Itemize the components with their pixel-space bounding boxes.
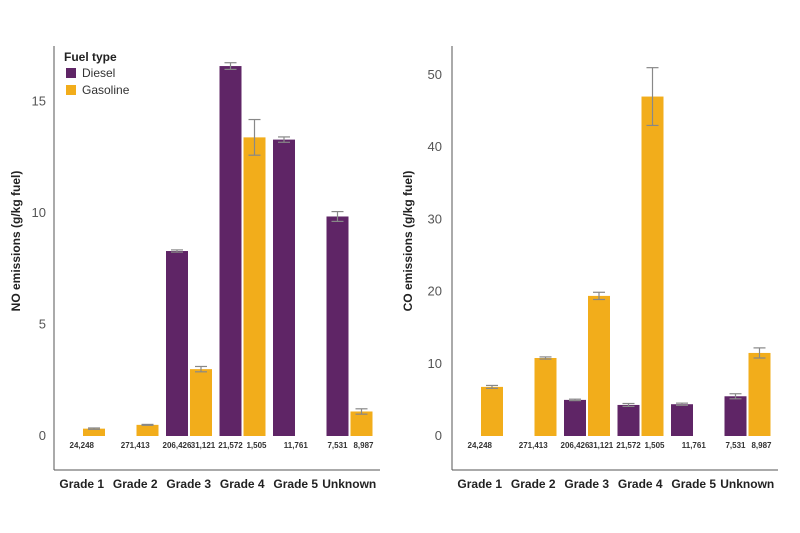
legend-diesel-swatch	[66, 68, 76, 78]
bar-gasoline	[350, 411, 373, 436]
sample-count-label: 206,426	[163, 441, 192, 450]
y-axis-title: NO emissions (g/kg fuel)	[9, 171, 23, 312]
legend: Fuel type Diesel Gasoline	[64, 50, 130, 97]
bar-gasoline	[83, 428, 105, 436]
bar-diesel	[724, 396, 747, 436]
legend-gasoline-label: Gasoline	[82, 83, 130, 97]
no-emissions-panel: 0 5 10 15 NO emissions (g/kg fuel) Grade 1 24,…	[9, 46, 380, 491]
category-label: Unknown	[322, 477, 376, 491]
sample-count-label: 271,413	[519, 441, 548, 450]
category-label: Grade 3	[564, 477, 609, 491]
legend-gasoline-swatch	[66, 85, 76, 95]
bar-gasoline	[534, 358, 557, 436]
sample-count-label: 7,531	[725, 441, 746, 450]
y-tick-label: 20	[428, 284, 442, 299]
bar-gasoline	[748, 352, 771, 436]
sample-count-label: 21,572	[616, 441, 641, 450]
category-label: Grade 3	[166, 477, 211, 491]
sample-count-label: 24,248	[468, 441, 493, 450]
sample-count-label: 11,761	[284, 441, 309, 450]
y-tick-label: 0	[39, 428, 46, 443]
category-label: Grade 2	[511, 477, 556, 491]
sample-count-label: 11,761	[682, 441, 707, 450]
category-label: Grade 5	[273, 477, 318, 491]
bar-diesel	[326, 216, 349, 436]
sample-count-label: 8,987	[353, 441, 374, 450]
y-tick-label: 10	[428, 356, 442, 371]
sample-count-label: 24,248	[70, 441, 95, 450]
bar-gasoline	[136, 424, 159, 436]
category-label: Unknown	[720, 477, 774, 491]
sample-count-label: 271,413	[121, 441, 150, 450]
bar-diesel	[671, 404, 693, 436]
y-tick-label: 0	[435, 428, 442, 443]
sample-count-label: 1,505	[246, 441, 267, 450]
bar-gasoline	[588, 295, 610, 436]
y-axis-title: CO emissions (g/kg fuel)	[401, 171, 415, 312]
legend-diesel-label: Diesel	[82, 66, 115, 80]
sample-count-label: 7,531	[327, 441, 348, 450]
sample-count-label: 206,426	[561, 441, 590, 450]
bar-diesel	[564, 399, 586, 436]
y-tick-label: 40	[428, 139, 442, 154]
sample-count-label: 8,987	[751, 441, 772, 450]
bar-gasoline	[243, 137, 266, 436]
bar-diesel	[617, 404, 640, 436]
y-tick-label: 15	[32, 94, 46, 109]
sample-count-label: 1,505	[644, 441, 665, 450]
category-label: Grade 2	[113, 477, 158, 491]
category-label: Grade 1	[457, 477, 502, 491]
category-label: Grade 4	[220, 477, 265, 491]
legend-title: Fuel type	[64, 50, 117, 64]
bar-diesel	[273, 139, 295, 436]
y-tick-label: 30	[428, 211, 442, 226]
bar-gasoline	[190, 369, 212, 436]
category-label: Grade 1	[59, 477, 104, 491]
y-tick-label: 5	[39, 317, 46, 332]
y-tick-label: 50	[428, 67, 442, 82]
bar-gasoline	[481, 386, 503, 436]
sample-count-label: 21,572	[218, 441, 243, 450]
sample-count-label: 31,121	[191, 441, 216, 450]
y-tick-label: 10	[32, 205, 46, 220]
co-emissions-panel: 0 10 20 30 40 50 CO emissions (g/kg fuel) Grade…	[401, 46, 778, 491]
bar-gasoline	[641, 96, 664, 437]
category-label: Grade 4	[618, 477, 663, 491]
sample-count-label: 31,121	[589, 441, 614, 450]
bar-diesel	[166, 251, 188, 436]
category-label: Grade 5	[671, 477, 716, 491]
bar-diesel	[219, 66, 242, 437]
